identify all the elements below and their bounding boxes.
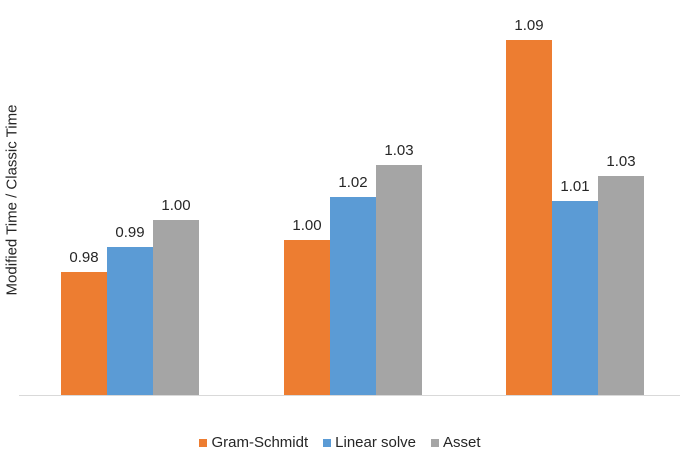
bar-linear-solve-group-2 xyxy=(330,197,376,395)
bar-value-label-linear-solve-group-3: 1.01 xyxy=(560,178,590,195)
legend-marker-gram-schmidt xyxy=(199,438,208,447)
legend-item-gram-schmidt: Gram-Schmidt xyxy=(199,435,308,450)
bar-value-label-linear-solve-group-2: 1.02 xyxy=(338,174,368,191)
bar-value-label-asset-group-3: 1.03 xyxy=(606,153,636,170)
legend-item-asset: Asset xyxy=(431,435,481,450)
legend: Gram-Schmidt Linear solve Asset xyxy=(0,435,680,450)
bar-value-label-asset-group-1: 1.00 xyxy=(161,197,191,214)
bar-asset-group-1 xyxy=(153,220,199,395)
bar-value-label-gram-schmidt-group-3: 1.09 xyxy=(514,17,544,34)
legend-marker-asset xyxy=(431,438,440,447)
x-axis-line xyxy=(19,395,680,396)
bar-gram-schmidt-group-1 xyxy=(61,272,107,395)
bar-asset-group-2 xyxy=(376,165,422,395)
bar-gram-schmidt-group-2 xyxy=(284,240,330,395)
bar-value-label-gram-schmidt-group-1: 0.98 xyxy=(69,249,99,266)
legend-marker-linear-solve xyxy=(323,438,332,447)
bar-linear-solve-group-3 xyxy=(552,201,598,395)
bar-linear-solve-group-1 xyxy=(107,247,153,395)
bar-gram-schmidt-group-3 xyxy=(506,40,552,395)
bar-value-label-asset-group-2: 1.03 xyxy=(384,142,414,159)
legend-item-linear-solve: Linear solve xyxy=(323,435,416,450)
bar-value-label-linear-solve-group-1: 0.99 xyxy=(115,224,145,241)
bar-asset-group-3 xyxy=(598,176,644,395)
bar-value-label-gram-schmidt-group-2: 1.00 xyxy=(292,217,322,234)
legend-label-gram-schmidt: Gram-Schmidt xyxy=(211,434,309,451)
legend-label-asset: Asset xyxy=(443,434,481,451)
legend-label-linear-solve: Linear solve xyxy=(335,434,417,451)
